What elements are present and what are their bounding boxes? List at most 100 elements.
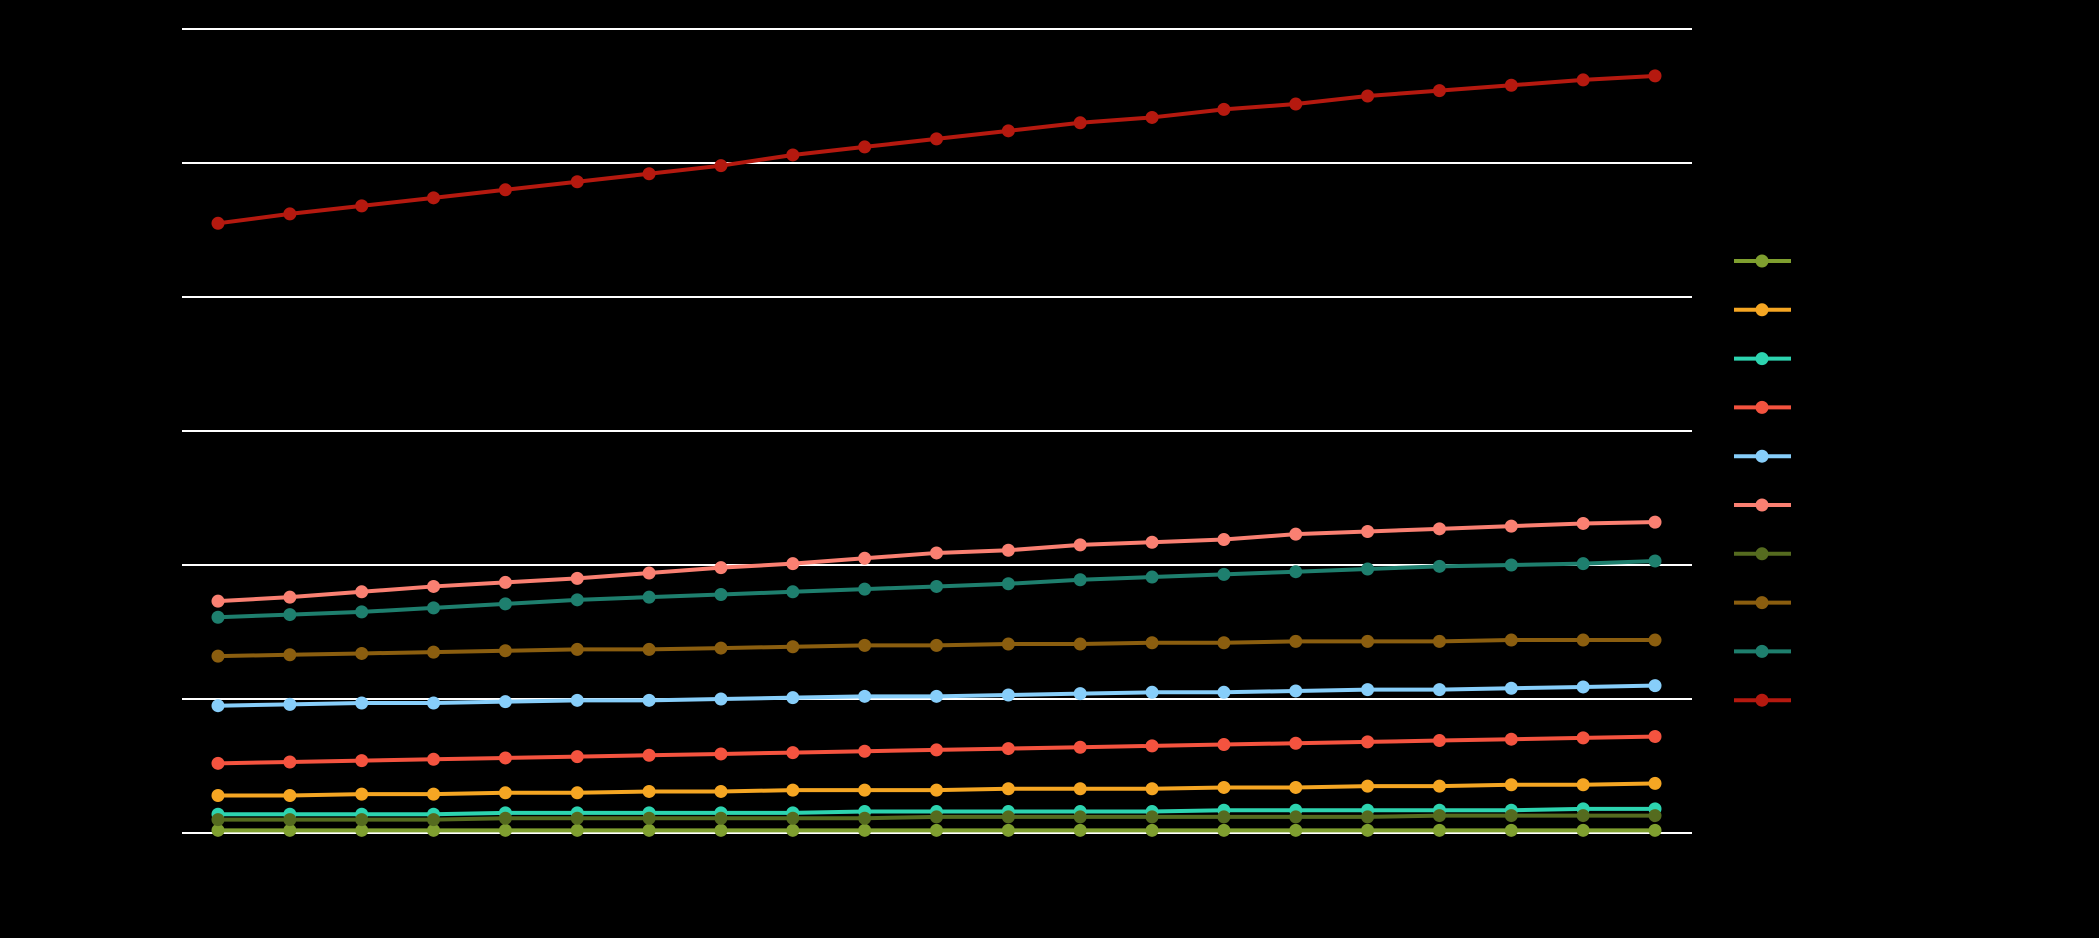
data-point [1289,810,1303,824]
data-point [1576,557,1590,571]
data-point [570,175,584,189]
legend-marker [1755,644,1769,658]
legend-marker [1755,254,1769,268]
data-point [1504,681,1518,695]
data-point [930,132,943,146]
data-point [1504,809,1518,823]
data-point [427,787,441,801]
data-point [1001,124,1015,138]
data-point [283,823,297,837]
data-point [858,140,872,154]
data-point [498,575,512,589]
legend-marker [1755,352,1769,366]
data-point [211,699,225,713]
data-point [427,813,441,827]
data-point [1073,782,1087,796]
data-point [1432,522,1446,536]
data-point [498,811,512,825]
data-point [642,748,656,762]
data-point [1504,633,1518,647]
data-point [714,641,728,655]
data-point [1001,637,1015,651]
data-point [642,823,656,837]
data-point [211,594,225,608]
data-point [1073,573,1087,587]
data-point [1217,636,1231,650]
data-point [283,207,297,221]
data-point [714,747,728,761]
data-point [427,752,441,766]
data-point [1001,823,1015,837]
data-point [570,593,584,607]
data-point [1145,685,1159,699]
data-point [1001,543,1015,557]
data-point [1432,779,1446,793]
data-point [1648,515,1662,529]
data-point [1073,740,1087,754]
data-point [1145,110,1159,124]
data-point [1361,823,1375,837]
data-point [1576,516,1590,530]
data-point [1073,116,1087,130]
data-point [1217,533,1231,547]
data-point [355,605,369,619]
data-point [498,597,512,611]
data-point [1648,633,1662,647]
data-point [1361,525,1375,538]
data-point [211,788,225,802]
data-point [1504,778,1518,792]
data-point [1001,810,1015,824]
data-point [355,696,369,710]
data-point [1504,78,1518,92]
data-point [570,693,584,707]
data-point [858,551,872,565]
data-point [1001,782,1015,796]
data-point [355,823,369,837]
data-point [427,601,441,615]
data-point [283,788,297,802]
data-point [858,689,872,703]
data-point [1001,688,1015,702]
data-point [211,610,225,624]
data-point [283,608,297,622]
data-point [355,646,369,660]
data-point [930,823,943,837]
data-point [1289,527,1303,541]
data-point [642,566,656,580]
data-point [1432,809,1446,823]
data-point [858,811,872,825]
data-point [858,823,872,837]
data-point [427,823,441,837]
data-point [498,786,512,800]
data-point [1576,809,1590,823]
data-point [1576,778,1590,792]
data-point [786,148,800,162]
data-point [355,754,369,768]
legend-marker [1755,693,1769,707]
data-point [786,823,800,837]
data-point [1217,102,1231,116]
data-point [283,648,297,662]
data-point [1145,823,1159,837]
data-point [211,813,225,827]
data-point [1073,637,1087,651]
data-point [570,750,584,764]
data-point [1289,97,1303,111]
data-point [930,783,943,797]
data-point [642,590,656,604]
data-point [1576,73,1590,87]
data-point [1289,823,1303,837]
legend-marker [1755,400,1769,414]
data-point [930,579,943,593]
data-point [1217,810,1231,824]
legend-marker [1755,303,1769,317]
data-point [786,811,800,825]
data-point [1217,685,1231,699]
data-point [930,689,943,703]
data-point [283,755,297,769]
data-point [1648,809,1662,823]
data-point [1217,567,1231,581]
data-point [1361,562,1375,576]
data-point [930,743,943,757]
data-point [714,692,728,706]
